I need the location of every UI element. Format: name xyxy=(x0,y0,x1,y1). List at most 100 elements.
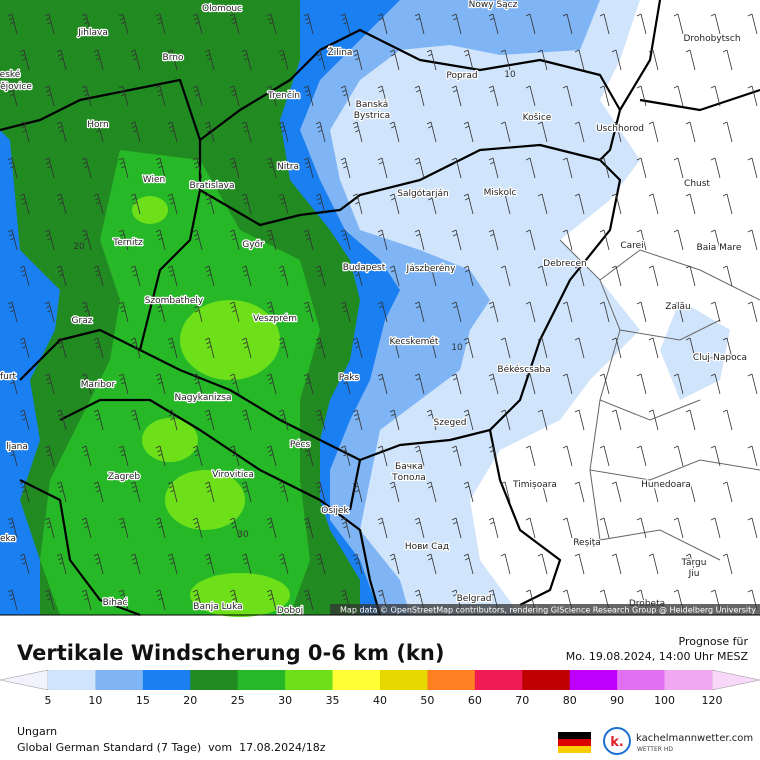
wind-barb xyxy=(426,49,437,71)
wind-barb xyxy=(81,157,92,179)
wind-barb xyxy=(266,373,277,395)
legend-below xyxy=(0,669,49,691)
wind-barb xyxy=(81,445,92,467)
wind-barb xyxy=(451,373,462,395)
wind-barb xyxy=(488,13,499,35)
wind-barb xyxy=(685,337,696,359)
wind-barb xyxy=(56,265,67,287)
wind-barb xyxy=(562,445,573,467)
wind-barb xyxy=(685,49,696,71)
wind-barb xyxy=(340,157,351,179)
wind-barb xyxy=(241,193,252,215)
wind-barb xyxy=(352,481,363,503)
legend-segment xyxy=(474,670,523,690)
logo-text: k. xyxy=(610,735,624,750)
contour-label: 30 xyxy=(237,530,249,540)
wind-barb xyxy=(44,517,55,539)
city-label: Târgu xyxy=(681,558,707,568)
wind-barb xyxy=(130,553,141,575)
legend-tick-label: 35 xyxy=(326,694,340,707)
wind-barb xyxy=(130,265,141,287)
wind-barb xyxy=(204,409,215,431)
city-label: Uschhorod xyxy=(596,124,644,134)
wind-barb xyxy=(303,301,314,323)
wind-barb xyxy=(377,517,388,539)
legend-segment xyxy=(332,670,381,690)
wind-barb xyxy=(673,517,684,539)
wind-barb xyxy=(574,481,585,503)
wind-barb xyxy=(426,481,437,503)
wind-barb xyxy=(636,517,647,539)
wind-barb xyxy=(685,409,696,431)
wind-barb xyxy=(451,229,462,251)
city-label: Budapest xyxy=(343,263,386,273)
wind-barb xyxy=(611,553,622,575)
wind-barb xyxy=(192,517,203,539)
city-label: Poprad xyxy=(446,71,477,81)
wind-barb xyxy=(81,373,92,395)
wind-barb xyxy=(266,13,277,35)
city-label: Reșița xyxy=(573,538,601,548)
city-label: Salgótarján xyxy=(397,188,448,199)
wind-barb xyxy=(192,229,203,251)
wind-barb xyxy=(537,121,548,143)
wind-barb xyxy=(710,517,721,539)
wind-barb xyxy=(278,49,289,71)
shear-patches xyxy=(132,196,290,617)
city-label: Zalău xyxy=(665,302,690,312)
wind-barb xyxy=(44,13,55,35)
wind-barb xyxy=(192,13,203,35)
wind-barb xyxy=(488,85,499,107)
wind-barb xyxy=(599,373,610,395)
wind-barb xyxy=(636,85,647,107)
wind-barb xyxy=(710,445,721,467)
wind-barb xyxy=(451,157,462,179)
wind-barb xyxy=(451,85,462,107)
wind-barb xyxy=(599,13,610,35)
wind-barb xyxy=(192,445,203,467)
wind-barb xyxy=(315,553,326,575)
wind-barb xyxy=(611,121,622,143)
wind-barb xyxy=(340,85,351,107)
wind-barb xyxy=(81,517,92,539)
wind-barb xyxy=(414,517,425,539)
wind-barb xyxy=(500,409,511,431)
wind-barb xyxy=(130,481,141,503)
legend-segment xyxy=(569,670,618,690)
wind-barb xyxy=(315,193,326,215)
wind-barb xyxy=(389,337,400,359)
wind-barb xyxy=(685,481,696,503)
city-label: Nagykanizsa xyxy=(175,393,232,403)
wind-barb xyxy=(648,409,659,431)
wind-barb xyxy=(155,445,166,467)
flag xyxy=(558,732,591,753)
wind-barb xyxy=(56,337,67,359)
wind-barb xyxy=(574,553,585,575)
wind-barb xyxy=(155,229,166,251)
wind-barb xyxy=(599,157,610,179)
legend-tick-label: 80 xyxy=(563,694,577,707)
city-label: Jiu xyxy=(688,569,700,579)
wind-barb xyxy=(389,121,400,143)
wind-barb xyxy=(377,373,388,395)
wind-barb xyxy=(599,85,610,107)
wind-barb xyxy=(636,373,647,395)
wind-barb xyxy=(673,229,684,251)
wind-barb xyxy=(648,121,659,143)
wind-barb xyxy=(229,157,240,179)
wind-barb xyxy=(673,373,684,395)
wind-barb xyxy=(241,553,252,575)
wind-barb xyxy=(525,229,536,251)
wind-barb xyxy=(118,85,129,107)
wind-barb xyxy=(648,193,659,215)
wind-barb xyxy=(130,409,141,431)
city-label: Timișoara xyxy=(512,480,557,490)
wind-barb xyxy=(204,193,215,215)
wind-barb xyxy=(229,589,240,611)
wind-barb xyxy=(488,229,499,251)
legend-segment xyxy=(664,670,713,690)
wind-barb xyxy=(537,265,548,287)
wind-barb xyxy=(278,481,289,503)
wind-barb xyxy=(426,409,437,431)
wind-barb xyxy=(574,265,585,287)
